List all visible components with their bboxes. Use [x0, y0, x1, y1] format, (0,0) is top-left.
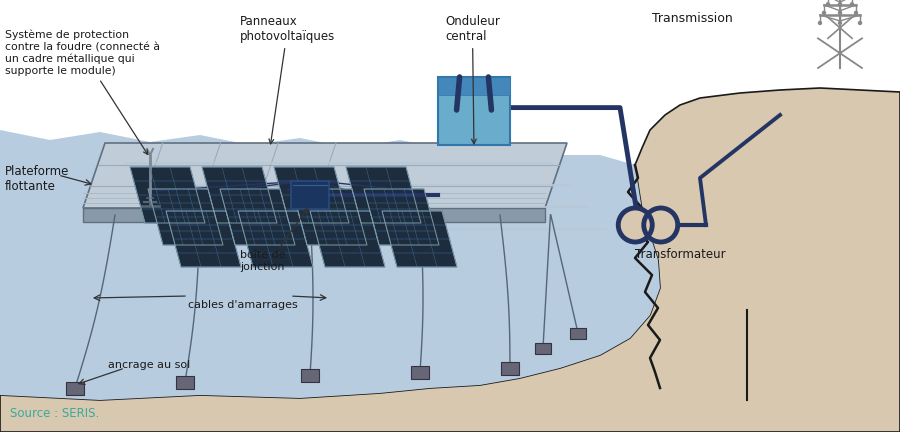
Circle shape	[858, 21, 862, 25]
Circle shape	[618, 208, 652, 242]
Polygon shape	[83, 143, 567, 208]
Text: ancrage au sol: ancrage au sol	[108, 360, 190, 370]
Polygon shape	[238, 211, 313, 267]
Polygon shape	[364, 189, 439, 245]
FancyBboxPatch shape	[570, 328, 586, 339]
Circle shape	[822, 11, 826, 15]
Text: Système de protection
contre la foudre (connecté à
un cadre métallique qui
suppo: Système de protection contre la foudre (…	[5, 30, 160, 155]
FancyBboxPatch shape	[438, 77, 510, 145]
Circle shape	[818, 21, 823, 25]
Circle shape	[854, 11, 859, 15]
FancyBboxPatch shape	[66, 382, 84, 395]
Circle shape	[838, 2, 842, 6]
Text: Source : SERIS.: Source : SERIS.	[10, 407, 99, 420]
Polygon shape	[292, 189, 367, 245]
FancyBboxPatch shape	[501, 362, 519, 375]
Text: Plateforme
flottante: Plateforme flottante	[5, 165, 69, 193]
Polygon shape	[166, 211, 241, 267]
FancyBboxPatch shape	[301, 369, 319, 382]
Text: Panneaux
photovoltaïques: Panneaux photovoltaïques	[240, 15, 335, 144]
Circle shape	[838, 21, 842, 25]
Polygon shape	[0, 88, 900, 432]
Polygon shape	[382, 211, 457, 267]
Polygon shape	[130, 167, 205, 223]
Polygon shape	[0, 130, 660, 400]
Polygon shape	[346, 167, 421, 223]
FancyBboxPatch shape	[535, 343, 551, 354]
FancyBboxPatch shape	[438, 77, 510, 95]
Polygon shape	[310, 211, 385, 267]
Polygon shape	[0, 222, 700, 432]
Circle shape	[850, 2, 854, 6]
Polygon shape	[220, 189, 295, 245]
Circle shape	[826, 2, 830, 6]
FancyBboxPatch shape	[291, 181, 329, 209]
Polygon shape	[148, 189, 223, 245]
Text: Onduleur
central: Onduleur central	[445, 15, 500, 144]
Text: boîte de
jonction: boîte de jonction	[240, 250, 285, 272]
Text: Transmission: Transmission	[652, 12, 733, 25]
FancyBboxPatch shape	[411, 366, 429, 379]
FancyBboxPatch shape	[176, 376, 194, 389]
Polygon shape	[274, 167, 349, 223]
Text: Transformateur: Transformateur	[635, 248, 725, 261]
Polygon shape	[202, 167, 277, 223]
Polygon shape	[83, 208, 545, 222]
Text: cables d'amarrages: cables d'amarrages	[188, 300, 298, 310]
Circle shape	[838, 11, 842, 15]
Circle shape	[644, 208, 678, 242]
